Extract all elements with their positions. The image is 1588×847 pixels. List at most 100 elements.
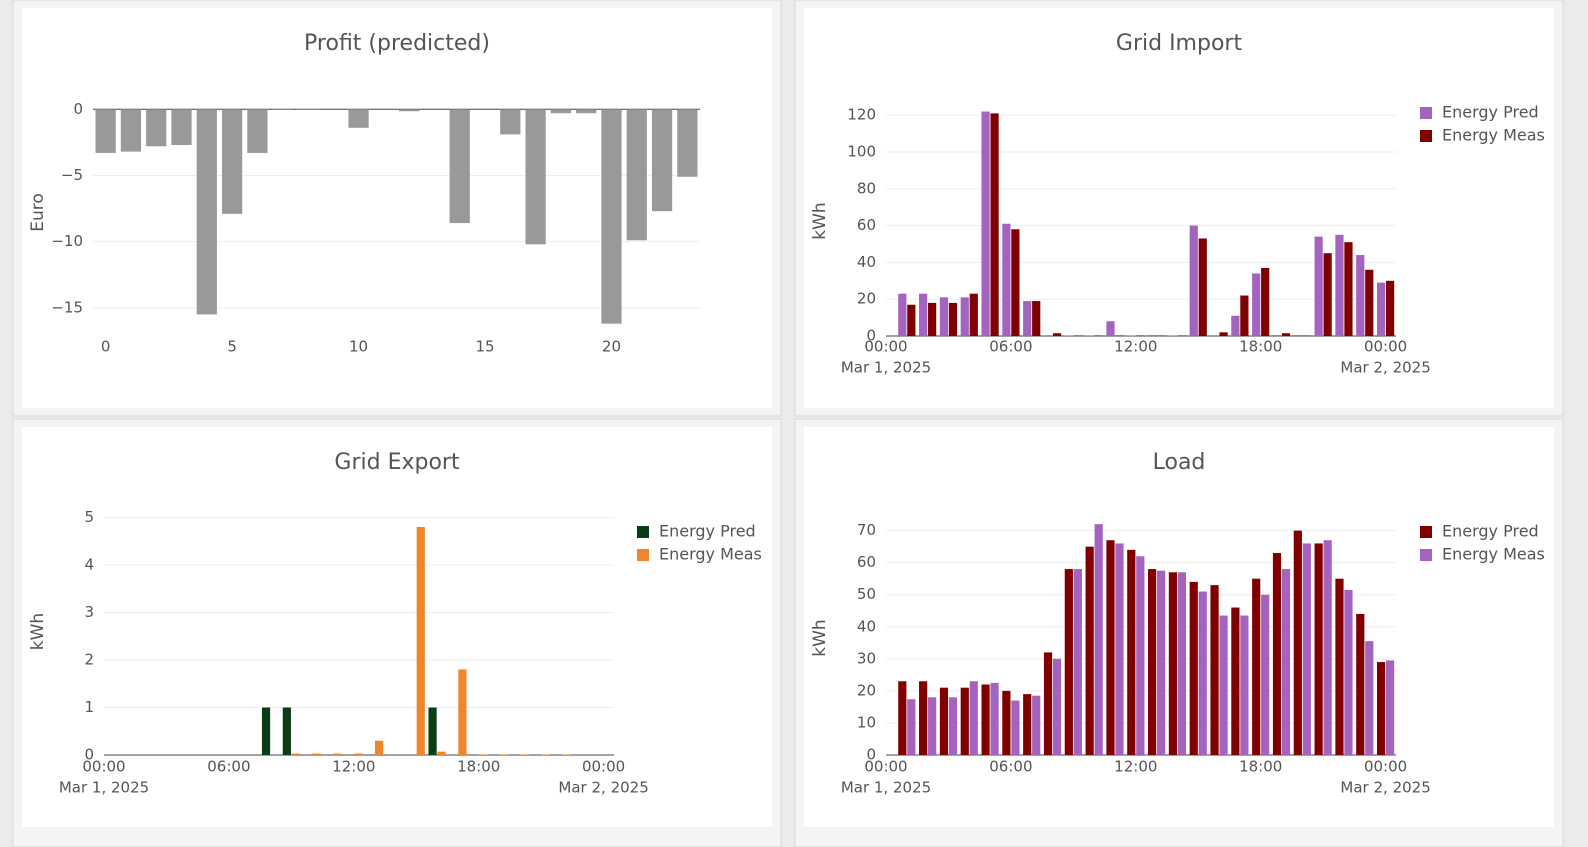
bar xyxy=(907,304,916,336)
x-tick-date: Mar 1, 2025 xyxy=(59,779,149,797)
chart-title: Load xyxy=(1153,450,1206,475)
bar xyxy=(1094,335,1103,336)
y-tick-label: 10 xyxy=(857,713,876,731)
bar xyxy=(1231,607,1240,755)
legend-swatch xyxy=(1420,549,1432,561)
bar xyxy=(1240,615,1249,755)
legend-label: Energy Meas xyxy=(659,545,762,564)
bar xyxy=(898,681,907,755)
bar xyxy=(1261,594,1270,755)
y-tick-label: 40 xyxy=(857,253,876,271)
y-tick-label: 70 xyxy=(857,521,876,539)
x-tick-label: 00:00 xyxy=(1364,758,1407,776)
bar xyxy=(1073,335,1082,336)
y-axis-title: kWh xyxy=(810,619,830,656)
x-tick-date: Mar 2, 2025 xyxy=(1340,779,1430,797)
bar xyxy=(1198,591,1207,755)
bar xyxy=(449,109,470,224)
bar xyxy=(601,109,622,324)
bar xyxy=(1281,333,1291,336)
bar xyxy=(458,669,467,755)
bar xyxy=(1177,335,1187,336)
bar xyxy=(1281,569,1291,755)
legend-label: Energy Pred xyxy=(659,522,756,541)
y-tick-label: 80 xyxy=(857,179,876,197)
bar xyxy=(1293,335,1302,336)
bar xyxy=(1127,549,1136,755)
bar xyxy=(291,753,300,755)
bar xyxy=(1335,578,1344,755)
bar xyxy=(960,297,969,336)
bar xyxy=(1376,282,1386,336)
bar xyxy=(1365,641,1374,755)
bar xyxy=(1052,333,1062,336)
y-tick-label: 5 xyxy=(84,508,94,526)
bar xyxy=(416,527,425,755)
bar xyxy=(1023,301,1032,336)
bar xyxy=(928,302,937,336)
bar xyxy=(1052,658,1062,755)
x-tick-label: 00:00 xyxy=(1364,338,1407,356)
y-tick-label: 2 xyxy=(84,651,94,669)
y-tick-label: 20 xyxy=(857,290,876,308)
bar xyxy=(919,293,928,336)
bar xyxy=(939,297,949,336)
x-tick-label: 06:00 xyxy=(989,758,1032,776)
bar xyxy=(1323,253,1332,336)
bar xyxy=(1157,570,1166,755)
x-tick-date: Mar 1, 2025 xyxy=(841,359,931,377)
bar xyxy=(261,707,271,755)
bar xyxy=(221,109,243,214)
bar xyxy=(969,293,978,336)
bar xyxy=(1344,589,1353,755)
bar xyxy=(1115,335,1124,336)
chart-title: Grid Import xyxy=(1116,31,1243,56)
bar xyxy=(354,753,363,755)
bar xyxy=(525,109,546,245)
bar xyxy=(500,109,521,135)
bar xyxy=(1385,280,1395,336)
bar xyxy=(969,681,978,755)
bar xyxy=(1385,660,1395,755)
x-tick-label: 5 xyxy=(227,338,237,356)
bar xyxy=(677,109,698,177)
bar xyxy=(1064,569,1073,755)
y-tick-label: −15 xyxy=(51,298,83,316)
x-tick-label: 06:00 xyxy=(989,338,1032,356)
bar xyxy=(990,113,999,336)
bar xyxy=(1043,652,1053,755)
bar xyxy=(120,109,142,152)
y-tick-label: 3 xyxy=(84,603,94,621)
y-tick-label: 1 xyxy=(84,698,94,716)
bar xyxy=(437,751,446,755)
x-tick-label: 00:00 xyxy=(864,758,907,776)
bar xyxy=(297,108,319,110)
bar xyxy=(375,740,384,755)
chart-title: Profit (predicted) xyxy=(304,31,490,56)
y-tick-label: 60 xyxy=(857,216,876,234)
y-tick-label: −10 xyxy=(51,232,83,250)
bar xyxy=(196,109,217,315)
panel xyxy=(22,8,772,408)
y-tick-label: 0 xyxy=(866,327,876,345)
bar xyxy=(898,293,907,336)
bar xyxy=(1335,234,1344,336)
bar xyxy=(1094,524,1103,755)
bar xyxy=(1106,540,1115,755)
bar xyxy=(1032,301,1041,336)
bar xyxy=(1115,543,1124,755)
x-tick-label: 20 xyxy=(602,338,621,356)
x-tick-label: 10 xyxy=(349,338,368,356)
y-tick-label: 4 xyxy=(84,556,94,574)
y-tick-label: 30 xyxy=(857,649,876,667)
x-tick-label: 00:00 xyxy=(864,338,907,356)
bar xyxy=(1011,700,1020,755)
legend-swatch xyxy=(1420,107,1432,119)
bar xyxy=(1314,543,1323,755)
bar xyxy=(960,687,969,755)
bar xyxy=(1252,578,1261,755)
bar xyxy=(171,109,192,145)
x-tick-label: 12:00 xyxy=(332,758,375,776)
bar xyxy=(1073,569,1082,755)
